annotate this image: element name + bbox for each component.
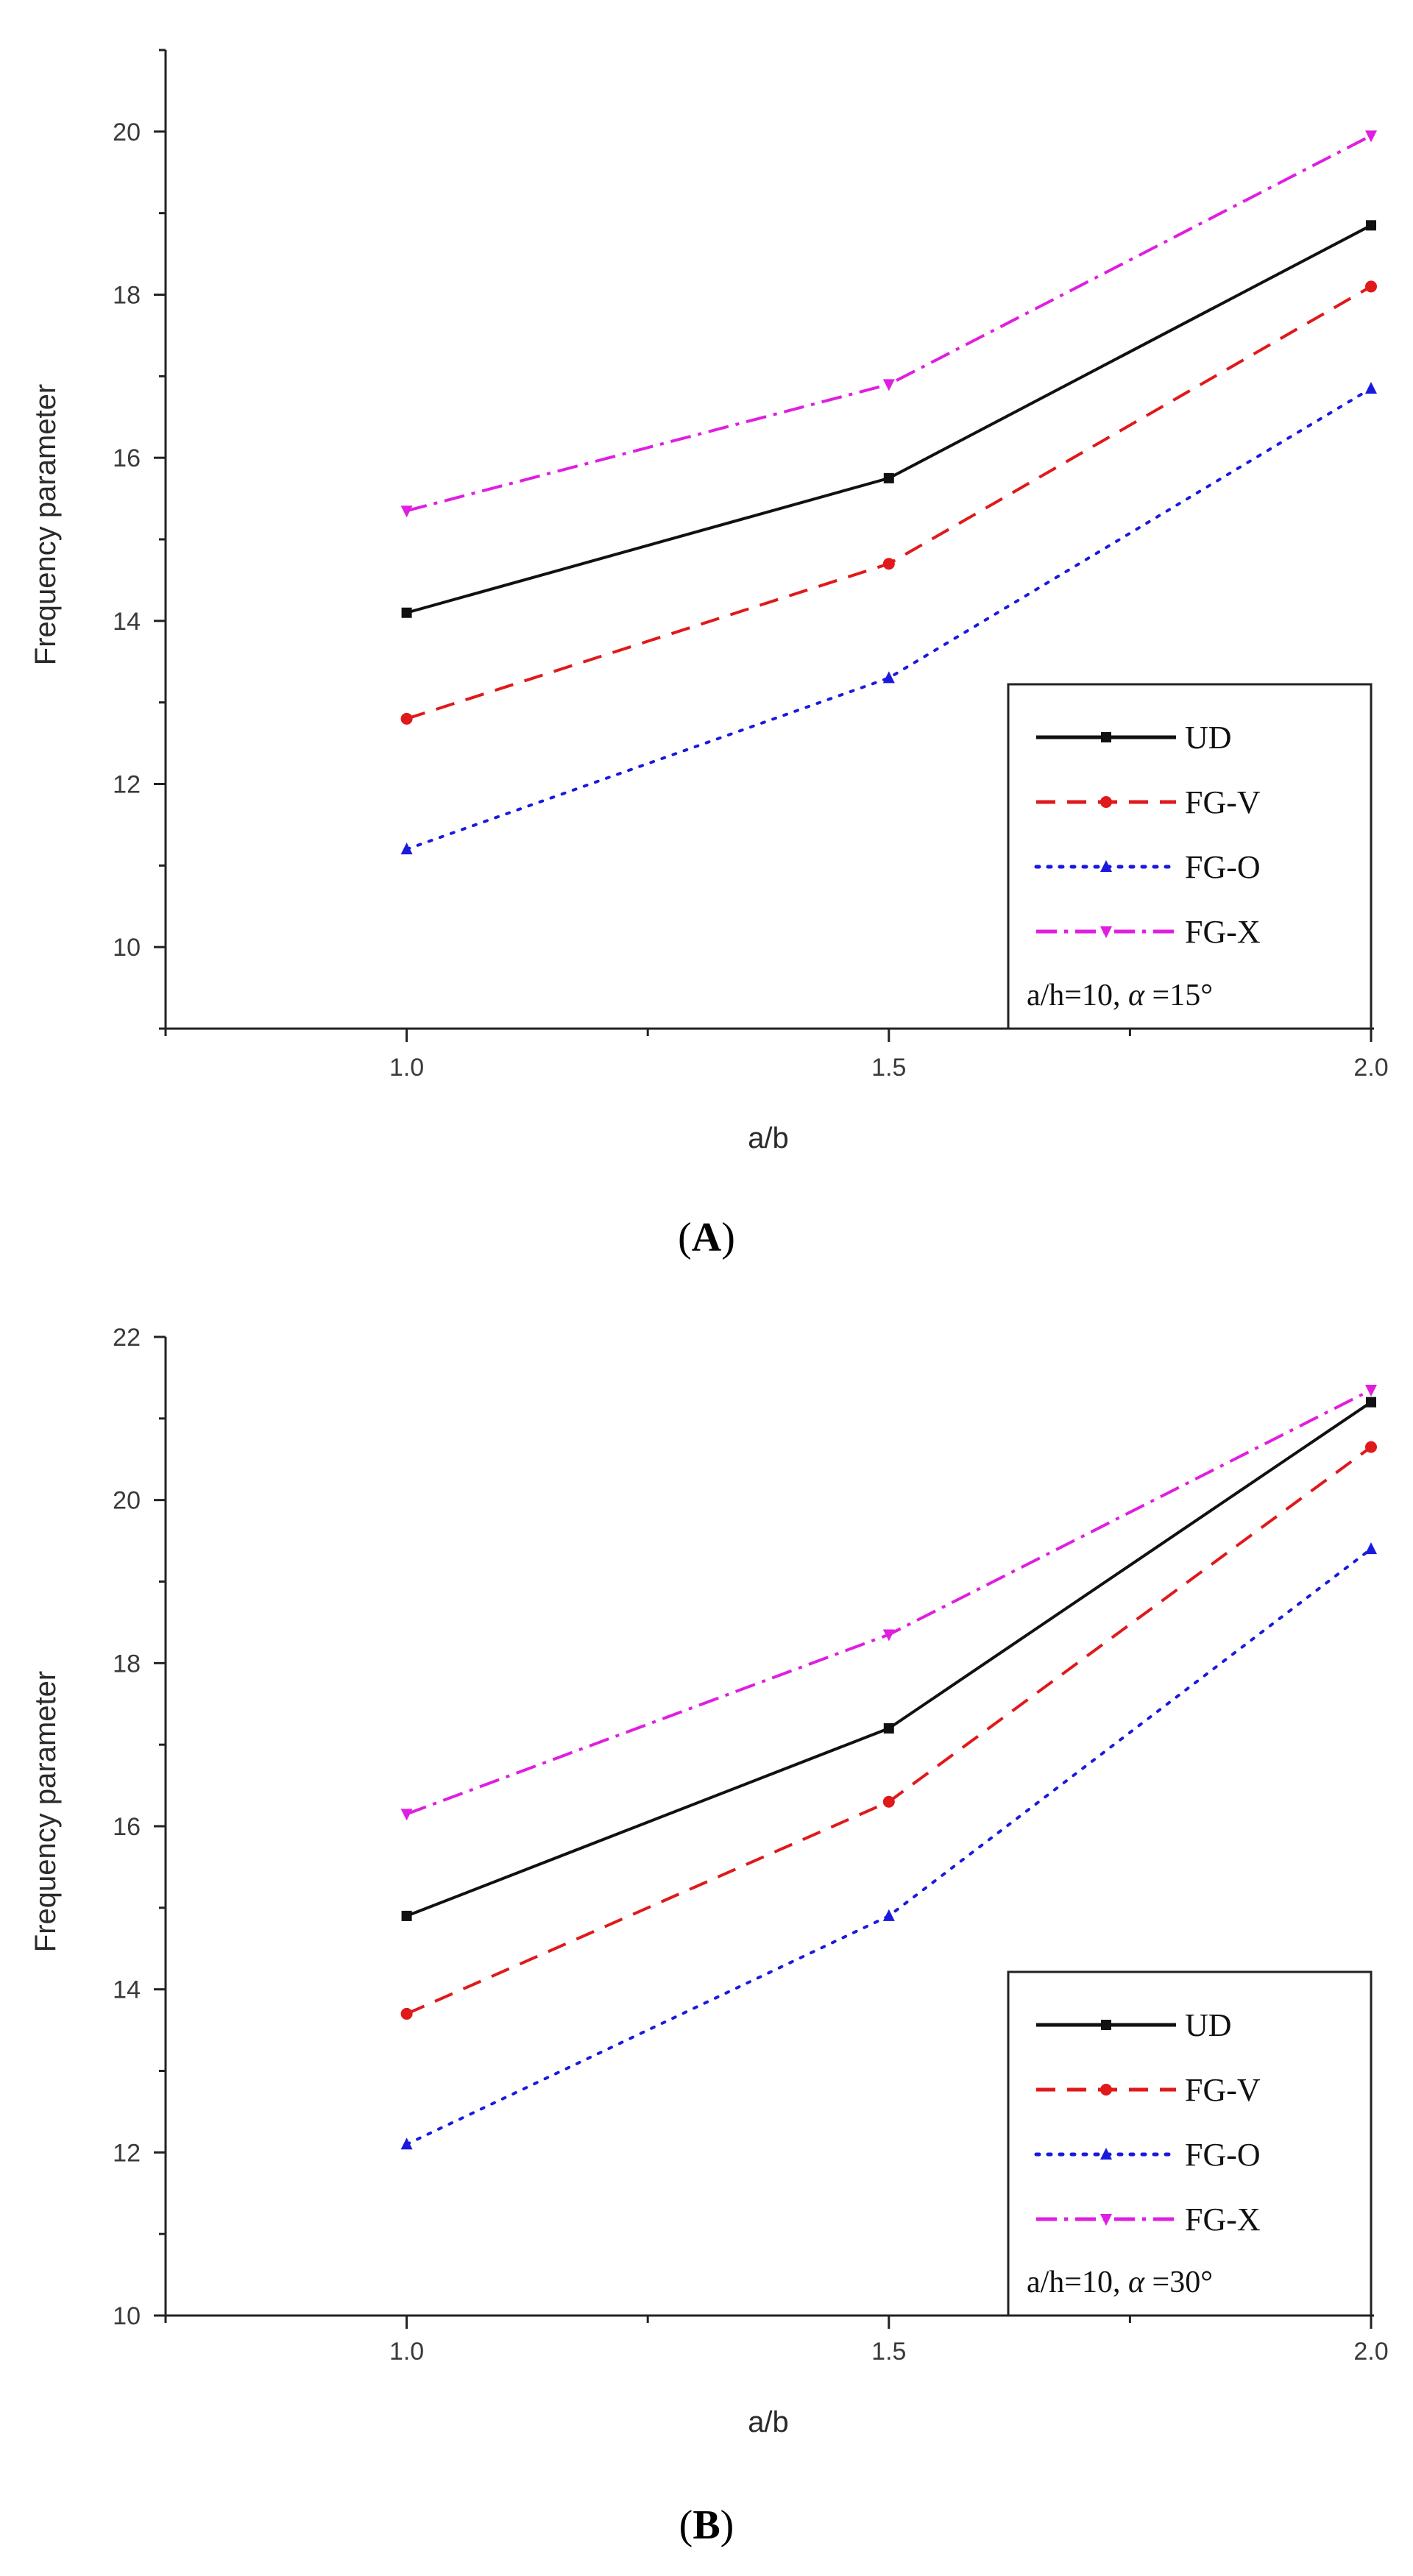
data-point-fg-v <box>1365 1441 1377 1453</box>
data-point-fg-v <box>882 558 895 570</box>
series-line-fg-o <box>405 386 1373 851</box>
annotation-symbol: α <box>1128 979 1145 1012</box>
y-tick-label: 12 <box>113 771 141 799</box>
x-tick-label: 1.0 <box>389 2338 424 2366</box>
series-line-fg-v <box>406 285 1372 720</box>
legend-label-ud: UD <box>1185 720 1232 756</box>
panel-label-letter: B <box>693 2502 720 2548</box>
panel-label-close-paren: ) <box>721 1215 735 1260</box>
data-point-ud <box>401 1910 412 1921</box>
x-tick-label: 2.0 <box>1353 2338 1388 2366</box>
data-point-fg-o <box>1365 1542 1377 1555</box>
x-tick-label: 1.0 <box>389 1054 424 1082</box>
series-line-fg-x <box>406 134 1372 513</box>
data-point-ud <box>401 607 412 618</box>
y-tick-label: 16 <box>113 444 141 472</box>
legend-marker-fg-v <box>1100 796 1112 808</box>
data-point-ud <box>1366 220 1376 231</box>
chart-panel-b: 10 12 14 16 18 20 22 1.0 1.5 2.0 a/b Frequency para… <box>29 1324 1389 2548</box>
legend-label-fg-v: FG-V <box>1185 2072 1261 2108</box>
legend-label-ud: UD <box>1185 2007 1232 2043</box>
x-tick-label: 2.0 <box>1353 1054 1388 1082</box>
data-point-fg-v <box>400 2007 413 2020</box>
annotation-prefix: a/h=10, <box>1027 2265 1128 2299</box>
legend-marker-ud <box>1101 732 1111 742</box>
data-point-fg-o <box>882 1909 895 1921</box>
data-point-fg-o <box>882 671 895 684</box>
data-point-fg-x <box>882 379 895 391</box>
panel-label-letter: A <box>692 1215 722 1260</box>
legend-marker-fg-x <box>1100 926 1112 938</box>
legend-box <box>1007 683 1373 1030</box>
data-point-fg-o <box>400 2137 413 2150</box>
legend-marker-fg-o <box>1100 860 1112 872</box>
data-point-fg-v <box>400 712 413 725</box>
data-point-fg-v <box>882 1795 895 1808</box>
legend-marker-fg-v <box>1100 2084 1112 2096</box>
y-axis-title: Frequency parameter <box>29 384 62 665</box>
panel-label-open-paren: ( <box>679 2502 693 2548</box>
x-axis-title: a/b <box>748 2406 789 2438</box>
y-tick-label: 18 <box>113 1650 141 1678</box>
legend-label-fg-x: FG-X <box>1185 914 1261 950</box>
y-tick-label: 12 <box>113 2139 141 2167</box>
legend-label-fg-o: FG-O <box>1185 2137 1261 2173</box>
y-tick-label: 14 <box>113 608 141 636</box>
legend-marker-fg-x <box>1100 2214 1112 2226</box>
x-tick-label: 1.5 <box>871 1054 906 1082</box>
y-tick-label: 16 <box>113 1813 141 1841</box>
data-point-fg-x <box>1365 1385 1377 1397</box>
data-point-fg-v <box>1365 280 1377 293</box>
panel-label: (B) <box>679 2502 734 2548</box>
data-point-fg-x <box>882 1629 895 1642</box>
data-point-ud <box>883 1723 894 1734</box>
series-line-ud <box>406 224 1372 614</box>
y-tick-label: 22 <box>113 1324 141 1352</box>
chart-panel-a: 10 12 14 16 18 20 1.0 1.5 2.0 a/b Frequency parame… <box>29 49 1389 1260</box>
legend-label-fg-v: FG-V <box>1185 784 1261 820</box>
condition-annotation: a/h=10, α =15° <box>1027 979 1213 1012</box>
data-point-fg-x <box>1365 130 1377 143</box>
y-axis-title: Frequency parameter <box>29 1671 62 1952</box>
condition-annotation: a/h=10, α =30° <box>1027 2265 1213 2299</box>
legend: UD FG-V FG-O FG-X a/h=10, α =30° <box>1007 1970 1373 2317</box>
x-tick-label: 1.5 <box>871 2338 906 2366</box>
legend: UD FG-V FG-O FG-X a/h=10, α =15° <box>1007 683 1373 1030</box>
data-point-fg-o <box>1365 381 1377 394</box>
legend-marker-ud <box>1101 2020 1111 2030</box>
y-tick-label: 10 <box>113 2302 141 2330</box>
legend-box <box>1007 1970 1373 2317</box>
legend-label-fg-o: FG-O <box>1185 849 1261 885</box>
annotation-suffix: =30° <box>1144 2265 1213 2299</box>
data-point-fg-o <box>400 842 413 855</box>
x-axis-title: a/b <box>748 1122 789 1154</box>
annotation-suffix: =15° <box>1144 979 1213 1012</box>
y-tick-label: 20 <box>113 118 141 146</box>
legend-label-fg-x: FG-X <box>1185 2201 1261 2238</box>
panel-label-close-paren: ) <box>720 2502 734 2548</box>
y-tick-label: 10 <box>113 934 141 962</box>
series-line-fg-x <box>406 1388 1372 1816</box>
y-tick-label: 18 <box>113 282 141 310</box>
legend-marker-fg-o <box>1100 2148 1112 2160</box>
data-point-fg-x <box>400 1809 413 1821</box>
annotation-symbol: α <box>1128 2265 1145 2299</box>
panel-label: (A) <box>678 1215 735 1260</box>
data-point-fg-x <box>400 505 413 518</box>
annotation-prefix: a/h=10, <box>1027 979 1128 1012</box>
data-point-ud <box>1366 1397 1376 1408</box>
panel-label-open-paren: ( <box>678 1215 692 1260</box>
y-tick-label: 14 <box>113 1976 141 2004</box>
y-tick-label: 20 <box>113 1487 141 1515</box>
data-point-ud <box>883 472 894 483</box>
